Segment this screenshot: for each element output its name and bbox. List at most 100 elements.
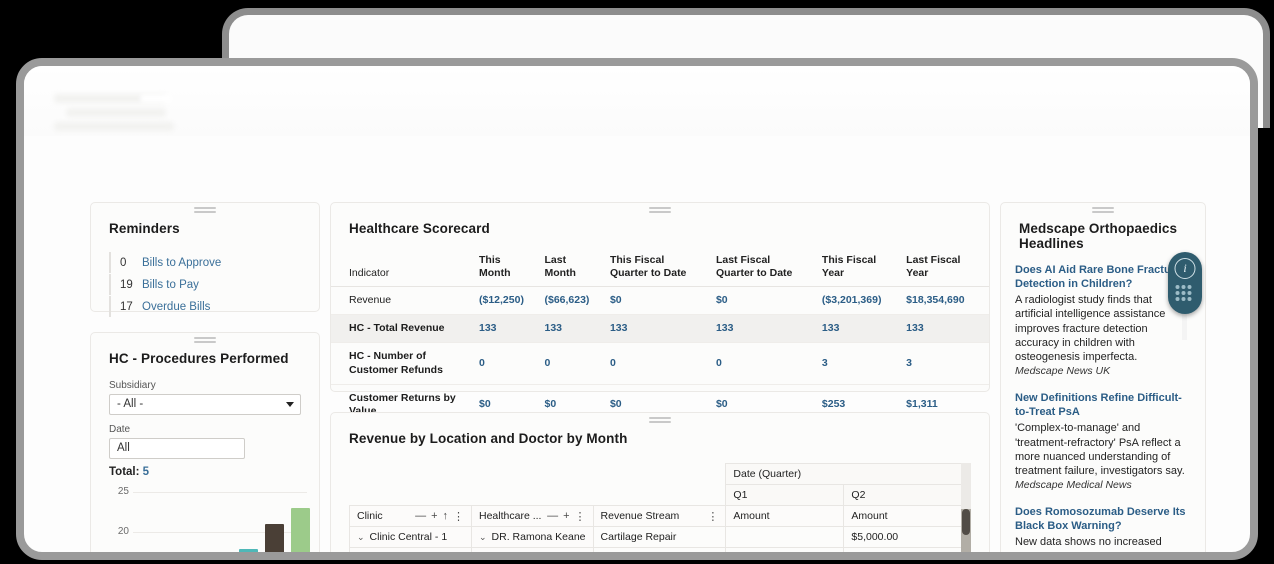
- scorecard-col-header: Last Month: [544, 248, 610, 288]
- date-label: Date: [109, 424, 131, 435]
- pivot-clinic-cell[interactable]: ⌄ Clinic Central - 1: [349, 526, 472, 548]
- reminder-count: 19: [120, 278, 133, 291]
- chart-gridline: [133, 532, 307, 534]
- pivot-quarter-header[interactable]: Q2: [843, 484, 963, 506]
- procedures-total: Total: 5: [91, 459, 319, 478]
- pivot-col-label: Healthcare ...: [479, 510, 542, 522]
- pivot-spacer-cell: [593, 464, 726, 485]
- plus-icon[interactable]: +: [563, 509, 570, 522]
- blurred-placeholder-bar: [54, 94, 166, 103]
- sort-up-icon[interactable]: ↑: [442, 509, 449, 522]
- pivot-quarter-header[interactable]: Q1: [725, 484, 845, 506]
- news-headline-link[interactable]: Does AI Aid Rare Bone Fracture Detection…: [1015, 264, 1182, 291]
- drag-handle-icon[interactable]: [649, 207, 671, 214]
- table-row: HC - Number of Customer Refunds 0 0 0 0 3 3: [331, 342, 989, 385]
- window-top-fade: [24, 66, 1250, 136]
- scorecard-value: 3: [821, 342, 907, 385]
- scorecard-col-header: Last Fiscal Quarter to Date: [715, 248, 822, 288]
- chevron-down-icon[interactable]: [286, 402, 294, 407]
- scorecard-value: 133: [544, 314, 610, 344]
- table-row: HC - Total Revenue 133 133 133 133 133 133: [331, 314, 989, 344]
- scorecard-value: ($3,201,369): [821, 286, 907, 316]
- pivot-col-header[interactable]: Healthcare ... — + ⋮: [471, 505, 594, 527]
- pivot-col-icons: — + ⋮: [547, 510, 585, 523]
- reminder-label[interactable]: Bills to Approve: [142, 256, 222, 269]
- reminders-title: Reminders: [109, 221, 180, 236]
- scorecard-value: 0: [609, 342, 716, 385]
- pivot-col-icons: ⋮: [707, 510, 718, 523]
- news-item: New Definitions Refine Difficult-to-Trea…: [1015, 391, 1191, 492]
- list-item[interactable]: 17 Overdue Bills: [109, 296, 319, 317]
- drag-handle-icon[interactable]: [1092, 207, 1114, 214]
- drag-handle-icon[interactable]: [194, 207, 216, 214]
- news-source: Medscape News UK: [1015, 364, 1111, 377]
- pivot-vertical-scrollbar[interactable]: [961, 463, 971, 552]
- scorecard-value: $18,354,690: [906, 286, 989, 316]
- chart-bar[interactable]: [265, 524, 284, 552]
- reminder-label[interactable]: Overdue Bills: [142, 300, 211, 313]
- scorecard-value: 0: [479, 342, 545, 385]
- pivot-header-row: Date (Quarter): [350, 463, 963, 485]
- scorecard-value: ($12,250): [479, 286, 545, 316]
- pivot-table: Date (Quarter) Q1 Q2 Clinic — + ↑ ⋮ Healthcare .…: [349, 463, 963, 552]
- scorecard-table: Indicator This Month Last Month This Fiscal Qu…: [331, 248, 989, 426]
- blurred-placeholder-bar: [54, 122, 174, 131]
- more-icon[interactable]: ⋮: [707, 510, 719, 523]
- pivot-amount-cell: [725, 547, 845, 552]
- drag-handle-icon[interactable]: [649, 417, 671, 424]
- grid-dots-icon[interactable]: [1175, 285, 1195, 301]
- chart-bar[interactable]: [239, 548, 258, 552]
- procedures-title: HC - Procedures Performed: [109, 351, 289, 366]
- scorecard-indicator: Revenue: [331, 286, 479, 316]
- news-summary: A radiologist study finds that artificia…: [1015, 294, 1166, 364]
- list-item[interactable]: 19 Bills to Pay: [109, 274, 319, 295]
- pivot-col-header[interactable]: Clinic — + ↑ ⋮: [349, 505, 472, 527]
- info-floating-widget[interactable]: i: [1168, 252, 1202, 314]
- pivot-clinic-cell: [349, 547, 472, 552]
- list-item[interactable]: 0 Bills to Approve: [109, 252, 319, 273]
- scorecard-value: 133: [906, 314, 989, 344]
- scorecard-indicator: HC - Total Revenue: [331, 314, 479, 344]
- scorecard-value: 0: [715, 342, 822, 385]
- news-source: Medscape Medical News: [1015, 478, 1132, 491]
- reminder-label[interactable]: Bills to Pay: [142, 278, 199, 291]
- main-window-frame: Reminders 0 Bills to Approve 19 Bills to…: [16, 58, 1258, 560]
- pivot-col-label: Clinic: [357, 510, 383, 522]
- pivot-amount-cell: $5,000.00: [843, 526, 963, 548]
- chevron-down-icon[interactable]: ⌄: [357, 532, 365, 542]
- plus-icon[interactable]: +: [431, 509, 438, 522]
- scorecard-value: $0: [715, 286, 822, 316]
- minus-icon[interactable]: —: [547, 509, 559, 522]
- procedures-bar-chart: 252015: [107, 484, 310, 552]
- scorecard-head: Indicator This Month Last Month This Fiscal Qu…: [331, 248, 989, 288]
- drag-handle-icon[interactable]: [194, 337, 216, 344]
- more-icon[interactable]: ⋮: [453, 510, 464, 523]
- reminders-card: Reminders 0 Bills to Approve 19 Bills to…: [90, 202, 320, 317]
- scorecard-body: Revenue ($12,250) ($66,623) $0 $0 ($3,201,369…: [331, 286, 989, 426]
- subsidiary-label: Subsidiary: [109, 380, 156, 391]
- pivot-col-header[interactable]: Revenue Stream ⋮: [592, 505, 727, 527]
- scorecard-value: 133: [715, 314, 822, 344]
- chart-bar[interactable]: [291, 508, 310, 552]
- pivot-doctor-cell[interactable]: ⌄ DR. Ramona Keane: [471, 526, 594, 548]
- date-input[interactable]: All: [109, 438, 245, 459]
- table-row: ⌄ Clinic Central - 1 ⌄ DR. Ramona Keane Cart…: [349, 526, 963, 548]
- scorecard-value: ($66,623): [544, 286, 610, 316]
- scrollbar-thumb[interactable]: [962, 509, 970, 535]
- minus-icon[interactable]: —: [415, 509, 427, 522]
- chevron-down-icon[interactable]: ⌄: [479, 532, 487, 542]
- subsidiary-select[interactable]: - All -: [109, 394, 301, 415]
- scorecard-col-header: Indicator: [331, 248, 479, 288]
- news-headline-link[interactable]: Does Romosozumab Deserve Its Black Box W…: [1015, 506, 1186, 533]
- scorecard-value: $0: [609, 286, 716, 316]
- news-headline-link[interactable]: New Definitions Refine Difficult-to-Trea…: [1015, 392, 1182, 419]
- chart-y-tick-label: 20: [117, 526, 129, 538]
- pivot-doctor-cell: [471, 547, 594, 552]
- more-icon[interactable]: ⋮: [574, 510, 586, 523]
- revenue-pivot-card: Revenue by Location and Doctor by Month …: [330, 412, 990, 552]
- total-label: Total:: [109, 466, 140, 478]
- chart-bars: [187, 484, 310, 552]
- info-icon[interactable]: i: [1174, 258, 1196, 279]
- scorecard-value: 0: [544, 342, 610, 385]
